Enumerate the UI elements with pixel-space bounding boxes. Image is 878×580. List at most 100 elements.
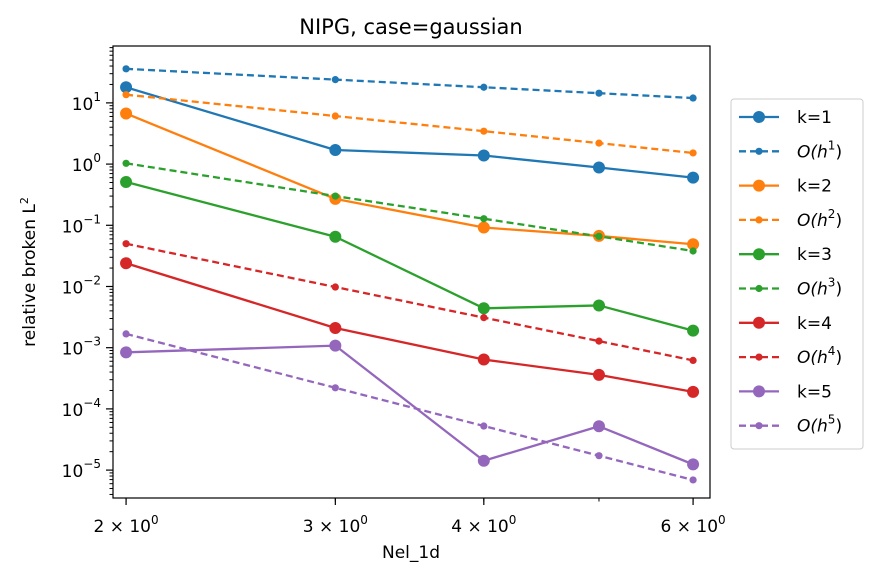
x-tick-exponent: 0 <box>360 513 368 527</box>
y-tick-exponent: 0 <box>93 151 101 165</box>
y-tick-exponent: −2 <box>83 273 101 287</box>
data-point <box>595 337 603 345</box>
series-o-h3- <box>122 159 697 255</box>
data-point <box>595 139 603 147</box>
data-point <box>331 192 339 200</box>
y-tick-base: 10 <box>62 217 84 237</box>
legend-swatch-marker <box>753 385 765 398</box>
y-tick-exponent: −5 <box>83 457 101 471</box>
data-point <box>122 159 130 167</box>
y-tick-label: 10−4 <box>62 396 101 421</box>
legend-label: O(h4) <box>797 344 842 368</box>
reference-line <box>125 332 694 482</box>
x-tick-label: 3 × 100 <box>303 513 368 537</box>
data-point <box>331 283 339 291</box>
series-line <box>126 344 694 466</box>
legend-label-sup: 2 <box>828 207 836 221</box>
series-k-1 <box>120 81 700 184</box>
legend-label-tail: ) <box>835 280 842 300</box>
data-point <box>122 330 130 338</box>
x-axis: 2 × 100 3 × 100 4 × 100 6 × 100 <box>93 498 726 537</box>
data-point <box>329 143 342 156</box>
legend-label-main: O(h <box>797 348 828 368</box>
legend-label-sup: 3 <box>828 276 836 290</box>
data-point <box>595 452 603 460</box>
series-line <box>125 262 694 393</box>
series-k-2 <box>120 107 700 251</box>
legend-label-tail: ) <box>835 417 842 437</box>
legend-swatch-marker <box>755 422 763 430</box>
y-tick-base: 10 <box>62 462 84 482</box>
legend-swatch-marker <box>755 353 763 361</box>
legend-label-main: O(h <box>797 280 828 300</box>
series-o-h1- <box>122 65 697 102</box>
y-tick-exponent: −1 <box>83 212 101 226</box>
x-tick-times: × <box>104 517 129 537</box>
data-point <box>480 127 488 135</box>
data-point <box>477 353 490 366</box>
legend-swatch-marker <box>755 284 763 293</box>
legend-label: k=2 <box>797 177 832 197</box>
data-point <box>689 94 697 102</box>
x-tick-exponent: 0 <box>718 513 726 527</box>
data-point <box>480 314 488 322</box>
x-tick-base: 10 <box>129 517 151 537</box>
data-point <box>120 175 133 188</box>
data-point <box>329 321 342 334</box>
data-point <box>687 458 700 471</box>
x-tick-label: 6 × 100 <box>660 513 725 537</box>
legend-label-main: O(h <box>797 211 828 231</box>
data-point <box>689 247 697 255</box>
data-point <box>120 346 133 359</box>
y-tick-base: 10 <box>62 340 84 360</box>
data-point <box>689 356 697 364</box>
legend-swatch-marker <box>753 248 765 261</box>
y-tick-base: 10 <box>72 95 94 115</box>
reference-line <box>125 162 694 253</box>
legend-label: k=3 <box>797 245 832 265</box>
data-point <box>595 232 603 240</box>
data-point <box>331 384 339 392</box>
series-k-3 <box>120 175 700 337</box>
data-point <box>687 171 700 184</box>
data-point <box>477 302 490 315</box>
data-point <box>592 420 605 433</box>
y-tick-label: 100 <box>72 151 101 176</box>
x-tick-mantissa: 3 <box>303 517 314 537</box>
legend-label-tail: ) <box>835 142 842 162</box>
legend-label: k=4 <box>797 314 832 334</box>
y-tick-label: 101 <box>72 90 101 115</box>
legend-swatch-marker <box>753 179 765 192</box>
x-tick-label: 4 × 100 <box>451 513 516 537</box>
legend-label: O(h3) <box>797 276 842 300</box>
data-point <box>122 65 130 73</box>
data-point <box>687 324 700 337</box>
y-tick-label: 10−2 <box>62 273 101 298</box>
data-point <box>331 112 339 120</box>
data-point <box>687 238 700 251</box>
legend-label-sup: 5 <box>828 413 836 427</box>
data-point <box>329 230 342 243</box>
x-tick-base: 10 <box>487 517 509 537</box>
legend-swatch-marker <box>755 216 763 224</box>
legend-label-main: O(h <box>797 142 828 162</box>
legend-label-tail: ) <box>835 348 842 368</box>
y-tick-exponent: −3 <box>83 335 101 349</box>
y-tick-base: 10 <box>62 278 84 298</box>
series-k-5 <box>120 339 700 471</box>
series-line <box>125 86 694 179</box>
y-tick-base: 10 <box>62 401 84 421</box>
plot-area <box>120 65 700 484</box>
legend-label-sup: 1 <box>828 138 836 152</box>
data-point <box>122 240 130 248</box>
legend-swatch-marker <box>753 316 765 329</box>
legend-label-sup: 4 <box>828 344 836 358</box>
data-point <box>329 339 342 352</box>
data-point <box>120 257 133 270</box>
y-tick-exponent: −4 <box>83 396 101 410</box>
legend-label-main: O(h <box>797 417 828 437</box>
reference-line <box>126 67 694 100</box>
data-point <box>595 89 603 97</box>
